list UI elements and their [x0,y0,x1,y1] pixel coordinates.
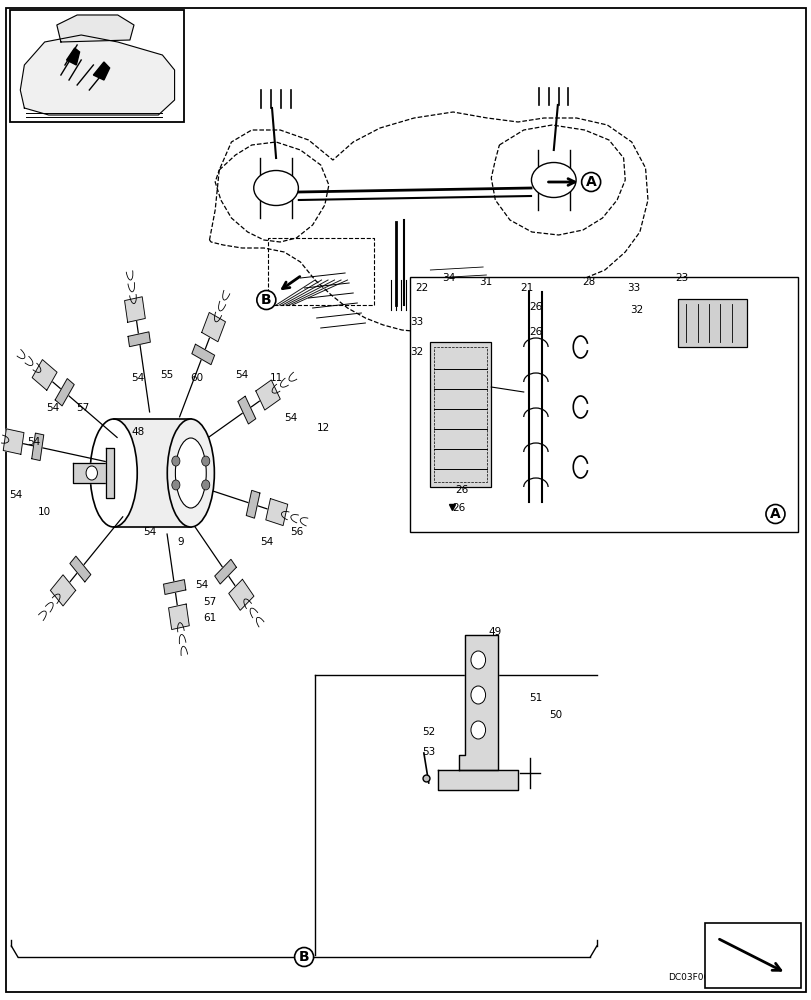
Polygon shape [128,332,150,347]
Text: 9: 9 [177,537,183,547]
Text: 33: 33 [626,283,639,293]
Text: 54: 54 [284,413,297,423]
Bar [410,277,797,532]
Text: 26: 26 [529,327,542,337]
Circle shape [470,721,485,739]
Circle shape [201,480,209,490]
Text: 54: 54 [131,373,144,383]
Polygon shape [32,360,57,390]
Text: 26: 26 [529,302,542,312]
Ellipse shape [530,162,576,198]
Circle shape [470,651,485,669]
Polygon shape [57,15,134,42]
Text: 48: 48 [131,427,144,437]
Text: 57: 57 [76,403,89,413]
Text: 26: 26 [452,503,465,513]
Text: 52: 52 [422,727,435,737]
Text: 60: 60 [190,373,203,383]
Text: 55: 55 [161,370,174,380]
Text: DC03F067: DC03F067 [667,974,714,982]
Text: 61: 61 [203,613,216,623]
Text: B: B [298,950,309,964]
Text: A: A [585,175,596,189]
Polygon shape [93,62,109,80]
Polygon shape [124,297,145,322]
Bar [677,299,746,347]
Text: 54: 54 [10,490,23,500]
Circle shape [172,480,180,490]
Polygon shape [70,556,91,582]
Circle shape [86,466,97,480]
Text: 56: 56 [290,527,303,537]
Ellipse shape [175,438,206,508]
Polygon shape [169,604,189,630]
Text: 57: 57 [203,597,216,607]
Text: 32: 32 [629,305,642,315]
Text: 11: 11 [269,373,282,383]
Polygon shape [163,580,186,594]
Text: 54: 54 [235,370,248,380]
Text: 22: 22 [415,283,428,293]
Text: 50: 50 [549,710,562,720]
Polygon shape [201,312,225,342]
Text: 34: 34 [442,273,455,283]
Polygon shape [229,579,254,610]
Circle shape [470,686,485,704]
Text: 53: 53 [422,747,435,757]
Text: 54: 54 [46,403,59,413]
Polygon shape [55,379,74,406]
Polygon shape [67,48,79,65]
Text: A: A [769,507,780,521]
Polygon shape [3,429,24,454]
Ellipse shape [167,419,214,527]
Text: 54: 54 [260,537,272,547]
Polygon shape [32,433,44,461]
Polygon shape [73,463,109,483]
Polygon shape [114,419,191,527]
Text: B: B [260,293,272,307]
Polygon shape [238,396,255,424]
Bar [430,342,491,487]
Text: 33: 33 [410,317,423,327]
Polygon shape [458,635,497,770]
Polygon shape [438,770,517,790]
Polygon shape [105,448,114,498]
Text: 28: 28 [581,277,594,287]
Polygon shape [246,490,260,518]
Polygon shape [20,35,174,115]
Ellipse shape [90,419,137,527]
Ellipse shape [253,170,298,206]
Polygon shape [50,575,75,606]
Text: 31: 31 [478,277,491,287]
Text: 51: 51 [529,693,542,703]
Text: 54: 54 [144,527,157,537]
Circle shape [172,456,180,466]
Text: 10: 10 [38,507,51,517]
Polygon shape [214,559,236,584]
Text: 23: 23 [675,273,688,283]
Text: 49: 49 [488,627,501,637]
Bar [704,923,800,988]
Polygon shape [191,344,214,365]
Text: 32: 32 [410,347,423,357]
Text: 54: 54 [195,580,208,590]
Text: 21: 21 [520,283,533,293]
Polygon shape [265,499,287,526]
Circle shape [201,456,209,466]
Polygon shape [255,380,280,410]
Text: 26: 26 [455,485,468,495]
Bar [10,10,184,122]
Text: 12: 12 [316,423,329,433]
Text: 54: 54 [28,437,41,447]
